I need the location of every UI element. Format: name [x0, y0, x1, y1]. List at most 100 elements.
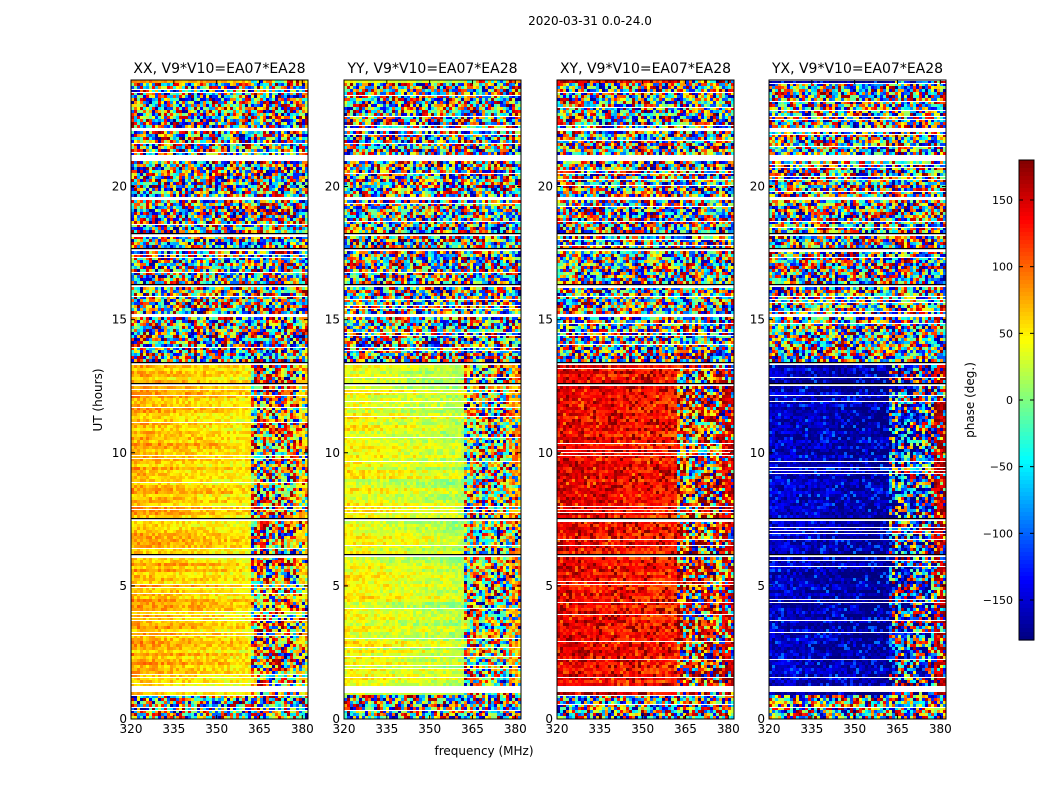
colorbar-segment — [1019, 408, 1034, 413]
colorbar-segment — [1019, 164, 1034, 169]
colorbar-label: phase (deg.) — [963, 362, 977, 438]
colorbar-segment — [1019, 160, 1034, 165]
colorbar-segment — [1019, 584, 1034, 589]
x-tick-label: 320 — [546, 722, 569, 736]
colorbar-segment — [1019, 404, 1034, 409]
colorbar-tick-label: 50 — [999, 327, 1013, 340]
x-tick-label: 380 — [717, 722, 740, 736]
colorbar-segment — [1019, 536, 1034, 541]
colorbar-segment — [1019, 624, 1034, 629]
colorbar-segment — [1019, 244, 1034, 249]
colorbar-segment — [1019, 212, 1034, 217]
colorbar-segment — [1019, 632, 1034, 637]
panel-frame — [556, 79, 735, 720]
x-tick-label: 350 — [631, 722, 654, 736]
y-tick-label: 0 — [332, 712, 340, 726]
colorbar-segment — [1019, 344, 1034, 349]
colorbar-segment — [1019, 188, 1034, 193]
colorbar-tick-label: −50 — [990, 461, 1013, 474]
colorbar-segment — [1019, 228, 1034, 233]
colorbar-segment — [1019, 592, 1034, 597]
x-tick-label: 335 — [162, 722, 185, 736]
y-tick-label: 0 — [119, 712, 127, 726]
colorbar-segment — [1019, 328, 1034, 333]
colorbar-segment — [1019, 552, 1034, 557]
x-tick-label: 320 — [120, 722, 143, 736]
panel-title: XX, V9*V10=EA07*EA28 — [133, 61, 305, 77]
colorbar-segment — [1019, 440, 1034, 445]
colorbar-segment — [1019, 200, 1034, 205]
colorbar-segment — [1019, 348, 1034, 353]
colorbar-tick-label: 0 — [1006, 394, 1013, 407]
colorbar-segment — [1019, 608, 1034, 613]
colorbar-segment — [1019, 508, 1034, 513]
x-tick-label: 365 — [674, 722, 697, 736]
colorbar-segment — [1019, 236, 1034, 241]
x-tick-label: 365 — [461, 722, 484, 736]
colorbar-segment — [1019, 272, 1034, 277]
colorbar-segment — [1019, 360, 1034, 365]
colorbar-segment — [1019, 364, 1034, 369]
colorbar-tick-label: 150 — [992, 194, 1013, 207]
x-axis-label: frequency (MHz) — [434, 744, 533, 758]
x-tick-label: 365 — [886, 722, 909, 736]
colorbar-segment — [1019, 184, 1034, 189]
colorbar-segment — [1019, 424, 1034, 429]
colorbar-segment — [1019, 240, 1034, 245]
colorbar-segment — [1019, 168, 1034, 173]
x-tick-label: 350 — [418, 722, 441, 736]
colorbar-segment — [1019, 384, 1034, 389]
colorbar-segment — [1019, 192, 1034, 197]
colorbar-segment — [1019, 504, 1034, 509]
colorbar-segment — [1019, 264, 1034, 269]
colorbar-segment — [1019, 316, 1034, 321]
colorbar-tick-label: −100 — [983, 527, 1013, 540]
y-tick-label: 10 — [538, 446, 553, 460]
x-tick-label: 350 — [205, 722, 228, 736]
colorbar-segment — [1019, 620, 1034, 625]
y-tick-label: 0 — [545, 712, 553, 726]
phase-heatmap — [344, 80, 521, 719]
colorbar-segment — [1019, 500, 1034, 505]
colorbar-segment — [1019, 232, 1034, 237]
colorbar-segment — [1019, 284, 1034, 289]
x-tick-label: 365 — [248, 722, 271, 736]
colorbar-segment — [1019, 492, 1034, 497]
colorbar-segment — [1019, 368, 1034, 373]
phase-heatmap — [557, 80, 734, 719]
colorbar-segment — [1019, 628, 1034, 633]
x-tick-label: 380 — [504, 722, 527, 736]
colorbar-segment — [1019, 568, 1034, 573]
colorbar-segment — [1019, 540, 1034, 545]
colorbar-segment — [1019, 180, 1034, 185]
panel-4: YX, V9*V10=EA07*EA28 320 335 350 365 380 0 5 10 1… — [750, 61, 952, 736]
colorbar-segment — [1019, 312, 1034, 317]
colorbar-segment — [1019, 560, 1034, 565]
y-tick-label: 0 — [757, 712, 765, 726]
y-tick-label: 5 — [757, 579, 765, 593]
colorbar-segment — [1019, 176, 1034, 181]
y-tick-label: 15 — [538, 313, 553, 327]
x-tick-label: 380 — [929, 722, 952, 736]
colorbar-segment — [1019, 288, 1034, 293]
colorbar-tick-label: −150 — [983, 594, 1013, 607]
colorbar-segment — [1019, 528, 1034, 533]
y-tick-label: 10 — [112, 446, 127, 460]
colorbar-segment — [1019, 556, 1034, 561]
colorbar-segment — [1019, 304, 1034, 309]
colorbar-segment — [1019, 268, 1034, 273]
x-tick-label: 335 — [375, 722, 398, 736]
colorbar-segment — [1019, 484, 1034, 489]
colorbar-segment — [1019, 208, 1034, 213]
y-tick-label: 15 — [750, 313, 765, 327]
colorbar-segment — [1019, 472, 1034, 477]
colorbar-segment — [1019, 436, 1034, 441]
colorbar-segment — [1019, 576, 1034, 581]
colorbar-segment — [1019, 520, 1034, 525]
colorbar-segment — [1019, 516, 1034, 521]
panel-title: YY, V9*V10=EA07*EA28 — [346, 61, 517, 77]
colorbar-segment — [1019, 392, 1034, 397]
colorbar-segment — [1019, 376, 1034, 381]
colorbar-segment — [1019, 276, 1034, 281]
